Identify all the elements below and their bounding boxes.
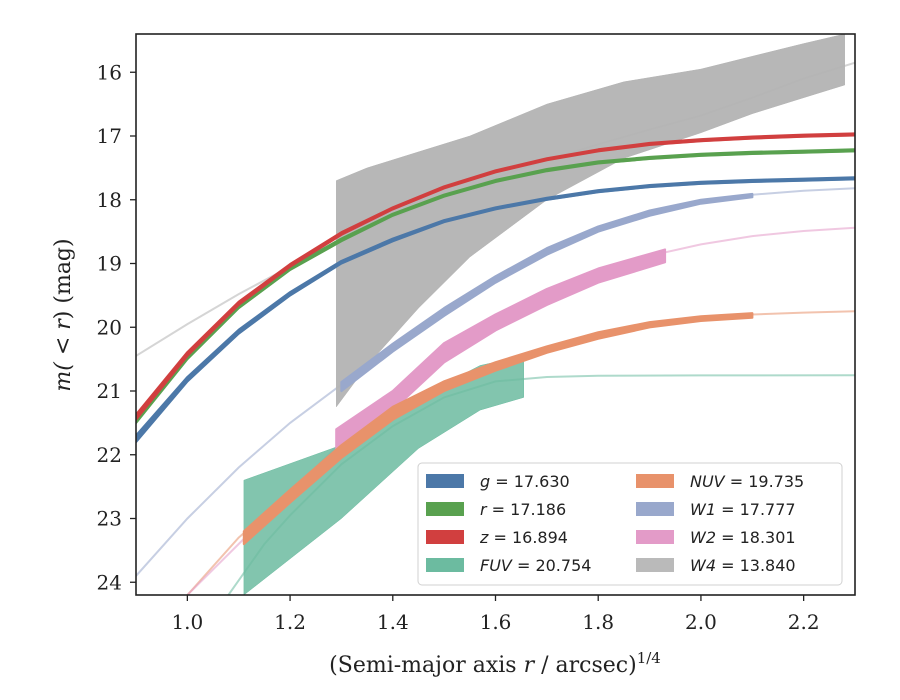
legend-label-w2: W2 = 18.301 [690,528,796,547]
plot-area [136,34,855,595]
x-tick-label: 2.2 [788,610,820,634]
x-tick-label: 1.4 [377,610,409,634]
legend-swatch-nuv [636,474,674,488]
band-r [136,148,855,424]
legend-swatch-w1 [636,502,674,516]
axis-ticks: 1.0 1.2 1.4 1.6 1.8 2.0 2.2 16 17 18 19 20 21 22 23 24 [97,60,820,634]
y-tick-label: 23 [97,507,122,531]
band-g [136,176,855,444]
band-nuv [242,312,754,546]
x-tick-label: 2.0 [685,610,717,634]
legend-label-w4: W4 = 13.840 [690,556,796,575]
legend-label-nuv: NUV = 19.735 [690,472,804,491]
band-w4 [336,34,845,408]
legend-label-fuv: FUV = 20.754 [480,556,591,575]
legend-swatch-z [426,530,464,544]
legend-label-r: r = 17.186 [480,500,566,519]
legend-swatch-fuv [426,558,464,572]
x-tick-label: 1.2 [274,610,306,634]
x-tick-label: 1.6 [480,610,512,634]
legend-box [417,462,843,586]
x-tick-label: 1.8 [582,610,614,634]
y-tick-label: 21 [97,379,122,403]
legend: g = 17.630 r = 17.186 z = 16.894 FUV = 20.7… [417,462,843,586]
y-tick-label: 20 [97,315,122,339]
legend-swatch-g [426,474,464,488]
y-tick-label: 18 [97,188,122,212]
y-tick-label: 16 [97,60,122,84]
legend-swatch-w4 [636,558,674,572]
x-axis-label: (Semi-major axis r / arcsec)1/4 [329,649,661,678]
band-z [136,132,855,421]
y-tick-label: 24 [97,570,122,594]
legend-label-w1: W1 = 17.777 [690,500,796,519]
band-w2 [335,248,667,450]
y-tick-label: 17 [97,124,122,148]
y-tick-label: 22 [97,443,122,467]
legend-label-z: z = 16.894 [479,528,568,547]
y-tick-label: 19 [97,252,122,276]
legend-swatch-r [426,502,464,516]
band-w1 [340,192,754,393]
legend-label-g: g = 17.630 [480,472,570,491]
x-tick-label: 1.0 [171,610,203,634]
y-axis-label: m( < r) (mag) [51,238,76,391]
legend-swatch-w2 [636,530,674,544]
